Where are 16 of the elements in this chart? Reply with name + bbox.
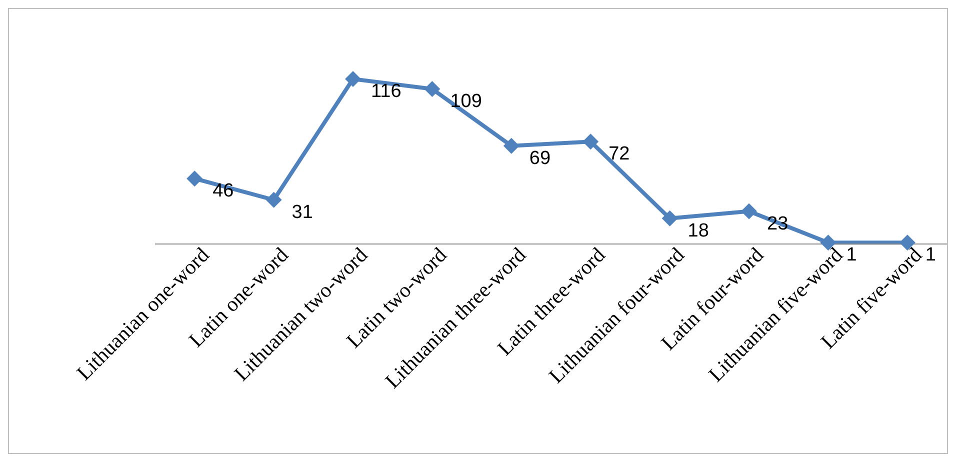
point xyxy=(345,71,361,87)
data-label: 18 xyxy=(688,220,709,242)
data-label: 69 xyxy=(529,148,551,169)
point xyxy=(266,192,282,208)
point xyxy=(662,210,678,226)
point xyxy=(503,138,520,154)
data-label: 109 xyxy=(450,90,482,112)
data-label: 1 xyxy=(925,244,936,266)
data-label: 116 xyxy=(371,81,402,102)
data-label: 31 xyxy=(292,202,313,223)
point xyxy=(741,203,757,220)
point xyxy=(582,134,599,150)
point xyxy=(424,80,440,97)
data-label: 72 xyxy=(608,144,630,165)
data-label: 1 xyxy=(846,244,857,266)
point xyxy=(186,170,203,187)
